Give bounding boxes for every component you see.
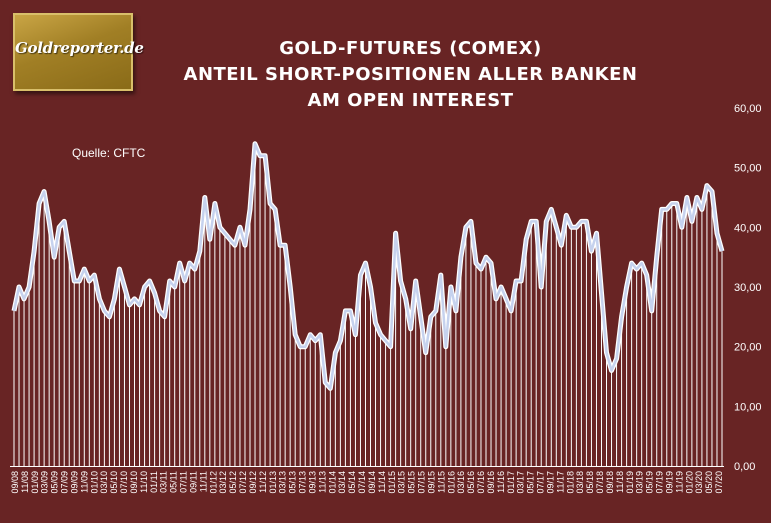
x-tick-label: 03/11 bbox=[159, 471, 169, 493]
x-tick-label: 07/12 bbox=[238, 471, 248, 494]
y-tick-label: 10,00 bbox=[734, 401, 762, 413]
x-tick-label: 09/14 bbox=[367, 471, 377, 494]
logo: Goldreporter.de bbox=[13, 13, 144, 91]
x-tick-label: 09/12 bbox=[248, 471, 258, 494]
x-tick-label: 01/10 bbox=[89, 471, 99, 494]
x-tick-label: 05/09 bbox=[50, 471, 60, 494]
x-tick-label: 01/11 bbox=[149, 471, 159, 493]
x-tick-label: 07/16 bbox=[476, 471, 486, 494]
x-tick-label: 11/12 bbox=[258, 471, 268, 493]
x-tick-label: 03/16 bbox=[456, 471, 466, 494]
x-tick-label: 01/14 bbox=[327, 471, 337, 494]
title-line-1: GOLD-FUTURES (COMEX) bbox=[279, 38, 542, 59]
x-tick-label: 07/13 bbox=[298, 471, 308, 494]
y-tick-label: 60,00 bbox=[734, 103, 762, 115]
x-tick-label: 09/17 bbox=[545, 471, 555, 494]
x-tick-label: 07/19 bbox=[655, 471, 665, 494]
x-tick-label: 05/10 bbox=[109, 471, 119, 494]
x-tick-label: 09/10 bbox=[129, 471, 139, 494]
x-tick-label: 03/10 bbox=[99, 471, 109, 494]
x-tick-label: 05/17 bbox=[526, 471, 536, 494]
x-tick-label: 07/17 bbox=[536, 471, 546, 494]
series-line bbox=[12, 142, 724, 390]
x-tick-label: 05/12 bbox=[228, 471, 238, 494]
x-tick-label: 03/12 bbox=[218, 471, 228, 494]
x-tick-label: 11/19 bbox=[674, 471, 684, 493]
x-tick-label: 09/13 bbox=[308, 471, 318, 494]
x-tick-label: 09/18 bbox=[605, 471, 615, 494]
x-tick-label: 11/08 bbox=[20, 471, 30, 493]
x-tick-label: 01/15 bbox=[387, 471, 397, 494]
x-tick-label: 11/10 bbox=[139, 471, 149, 493]
x-tick-label: 03/09 bbox=[40, 471, 50, 494]
x-tick-label: 03/17 bbox=[516, 471, 526, 494]
x-tick-label: 05/11 bbox=[169, 471, 179, 493]
x-tick-label: 03/20 bbox=[694, 471, 704, 494]
x-tick-label: 09/11 bbox=[189, 471, 199, 493]
x-tick-label: 05/16 bbox=[466, 471, 476, 494]
x-tick-label: 03/15 bbox=[397, 471, 407, 494]
x-tick-label: 07/15 bbox=[417, 471, 427, 494]
x-tick-label: 11/14 bbox=[377, 471, 387, 493]
x-tick-label: 05/18 bbox=[585, 471, 595, 494]
series-line-outline bbox=[11, 141, 725, 391]
x-tick-label: 03/14 bbox=[337, 471, 347, 494]
x-tick-label: 11/17 bbox=[555, 471, 565, 493]
y-tick-label: 40,00 bbox=[734, 222, 762, 234]
x-tick-label: 11/18 bbox=[615, 471, 625, 493]
x-tick-label: 07/09 bbox=[60, 471, 70, 494]
y-tick-label: 20,00 bbox=[734, 342, 762, 354]
x-tick-label: 11/11 bbox=[198, 471, 208, 492]
bars-group bbox=[13, 143, 723, 466]
x-tick-label: 07/14 bbox=[357, 471, 367, 494]
y-tick-label: 30,00 bbox=[734, 282, 762, 294]
x-tick-label: 05/13 bbox=[288, 471, 298, 494]
x-tick-label: 09/09 bbox=[70, 471, 80, 494]
x-tick-label: 07/20 bbox=[714, 471, 724, 494]
x-tick-label: 09/15 bbox=[427, 471, 437, 494]
x-tick-label: 07/10 bbox=[119, 471, 129, 494]
chart-title: GOLD-FUTURES (COMEX) ANTEIL SHORT-POSITI… bbox=[150, 36, 671, 114]
series-line-group bbox=[11, 141, 725, 391]
x-tick-label: 07/18 bbox=[595, 471, 605, 494]
x-tick-label: 09/08 bbox=[10, 471, 20, 494]
x-tick-label: 05/14 bbox=[347, 471, 357, 494]
x-tick-label: 01/18 bbox=[565, 471, 575, 494]
x-tick-label: 09/19 bbox=[664, 471, 674, 494]
x-tick-label: 11/15 bbox=[436, 471, 446, 493]
x-tick-label: 01/12 bbox=[208, 471, 218, 494]
x-tick-label: 01/16 bbox=[446, 471, 456, 494]
x-tick-label: 05/15 bbox=[407, 471, 417, 494]
y-axis: 0,00 10,00 20,00 30,00 40,00 50,00 60,00 bbox=[734, 103, 762, 473]
title-line-2: ANTEIL SHORT-POSITIONEN ALLER BANKEN bbox=[183, 64, 638, 85]
logo-text: Goldreporter.de bbox=[15, 39, 144, 57]
x-tick-label: 03/13 bbox=[278, 471, 288, 494]
x-tick-label: 09/16 bbox=[486, 471, 496, 494]
x-tick-label: 11/09 bbox=[79, 471, 89, 493]
x-tick-label: 01/17 bbox=[506, 471, 516, 494]
y-tick-label: 50,00 bbox=[734, 163, 762, 175]
source-label: Quelle: CFTC bbox=[72, 146, 146, 160]
x-axis: 09/08 11/08 01/09 03/09 05/09 07/09 09/09 11/09… bbox=[10, 466, 724, 494]
y-tick-label: 0,00 bbox=[734, 461, 755, 473]
x-tick-label: 03/18 bbox=[575, 471, 585, 494]
x-tick-label: 03/19 bbox=[635, 471, 645, 494]
x-tick-label: 01/13 bbox=[268, 471, 278, 494]
x-tick-label: 11/16 bbox=[496, 471, 506, 493]
x-tick-label: 07/11 bbox=[179, 471, 189, 493]
x-tick-label: 01/20 bbox=[684, 471, 694, 494]
x-tick-label: 05/20 bbox=[704, 471, 714, 494]
x-tick-label: 11/13 bbox=[317, 471, 327, 493]
title-line-3: AM OPEN INTEREST bbox=[307, 90, 514, 111]
x-tick-label: 01/19 bbox=[625, 471, 635, 494]
x-tick-label: 01/09 bbox=[30, 471, 40, 494]
x-tick-label: 05/19 bbox=[645, 471, 655, 494]
